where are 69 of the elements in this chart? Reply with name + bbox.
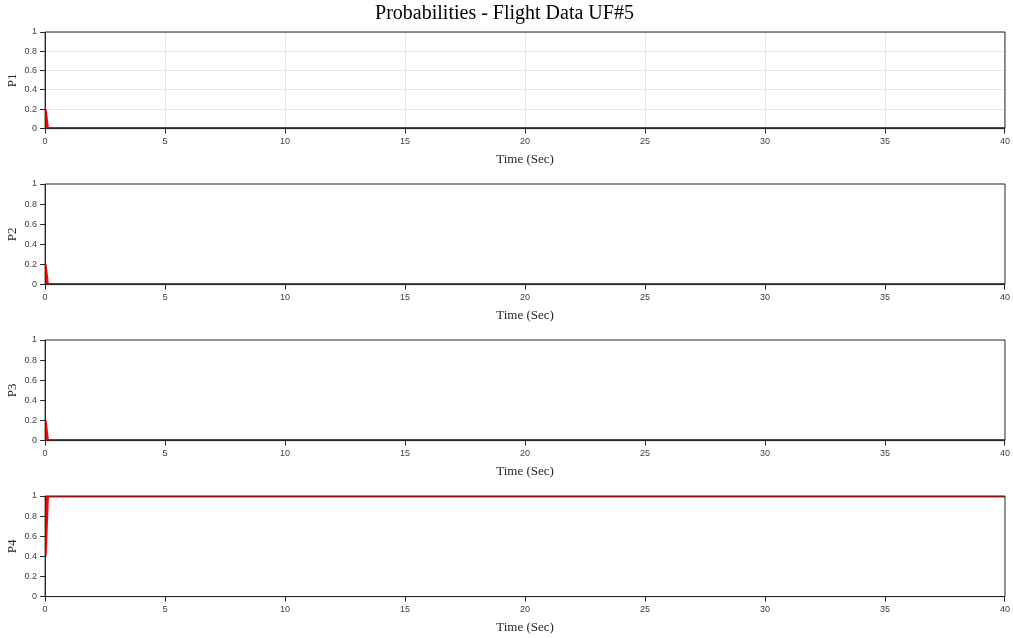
y-tick-label: 0.2 (24, 570, 38, 581)
y-tick-label: 0.8 (24, 354, 38, 365)
x-tick-label: 15 (400, 448, 411, 459)
y-axis-title: P4 (4, 538, 20, 554)
x-axis-title: Time (Sec) (496, 618, 554, 634)
x-tick-label: 20 (520, 292, 531, 303)
x-tick-label: 15 (400, 604, 411, 615)
x-tick-label: 10 (280, 292, 291, 303)
y-tick-label: 1 (32, 26, 38, 37)
x-axis-title: Time (Sec) (496, 306, 554, 322)
y-tick-label: 0.6 (24, 218, 38, 229)
y-tick-label: 0 (32, 123, 38, 134)
x-tick-label: 40 (999, 604, 1010, 615)
x-tick-label: 15 (400, 136, 411, 147)
y-tick-label: 0 (32, 591, 38, 602)
x-tick-label: 25 (640, 136, 651, 147)
y-tick-label: 0.6 (24, 374, 38, 385)
y-tick-label: 0 (32, 279, 38, 290)
x-tick-label: 25 (640, 604, 651, 615)
x-tick-label: 0 (42, 448, 48, 459)
y-tick-label: 0.6 (24, 65, 38, 76)
x-tick-label: 5 (162, 604, 168, 615)
y-tick-label: 0.2 (24, 414, 38, 425)
x-tick-label: 20 (520, 604, 531, 615)
x-tick-label: 15 (400, 292, 411, 303)
x-tick-label: 35 (880, 448, 891, 459)
y-tick-label: 0.4 (24, 394, 38, 405)
x-axis-title: Time (Sec) (496, 150, 554, 166)
y-axis-title: P1 (4, 73, 20, 88)
y-tick-label: 1 (32, 178, 38, 189)
x-tick-label: 30 (760, 292, 771, 303)
x-tick-label: 30 (760, 136, 771, 147)
x-tick-label: 35 (880, 604, 891, 615)
y-tick-label: 0 (32, 435, 38, 446)
y-tick-label: 0.2 (24, 103, 38, 114)
x-tick-label: 10 (280, 604, 291, 615)
x-tick-label: 30 (760, 448, 771, 459)
y-tick-label: 0.2 (24, 258, 38, 269)
y-tick-label: 0.8 (24, 45, 38, 56)
y-tick-label: 0.4 (24, 84, 38, 95)
y-tick-label: 0.4 (24, 238, 38, 249)
y-tick-label: 0.4 (24, 550, 38, 561)
x-tick-label: 35 (880, 136, 891, 147)
y-tick-label: 0.8 (24, 510, 38, 521)
y-axis-title: P2 (4, 227, 20, 242)
y-tick-label: 1 (32, 490, 38, 501)
x-tick-label: 20 (520, 448, 531, 459)
y-tick-label: 1 (32, 334, 38, 345)
chart-title: Probabilities - Flight Data UF#5 (375, 1, 634, 25)
x-tick-label: 35 (880, 292, 891, 303)
x-tick-label: 25 (640, 448, 651, 459)
x-tick-label: 40 (999, 136, 1010, 147)
y-tick-label: 0.8 (24, 198, 38, 209)
x-tick-label: 5 (162, 292, 168, 303)
y-axis-title: P3 (4, 383, 20, 398)
x-tick-label: 0 (42, 292, 48, 303)
x-tick-label: 0 (42, 136, 48, 147)
x-tick-label: 30 (760, 604, 771, 615)
x-tick-label: 10 (280, 448, 291, 459)
y-tick-label: 0.6 (24, 530, 38, 541)
x-tick-label: 40 (999, 448, 1010, 459)
x-tick-label: 20 (520, 136, 531, 147)
x-tick-label: 10 (280, 136, 291, 147)
x-tick-label: 5 (162, 136, 168, 147)
x-tick-label: 0 (42, 604, 48, 615)
x-tick-label: 25 (640, 292, 651, 303)
x-tick-label: 40 (999, 292, 1010, 303)
x-axis-title: Time (Sec) (496, 462, 554, 478)
x-tick-label: 5 (162, 448, 168, 459)
